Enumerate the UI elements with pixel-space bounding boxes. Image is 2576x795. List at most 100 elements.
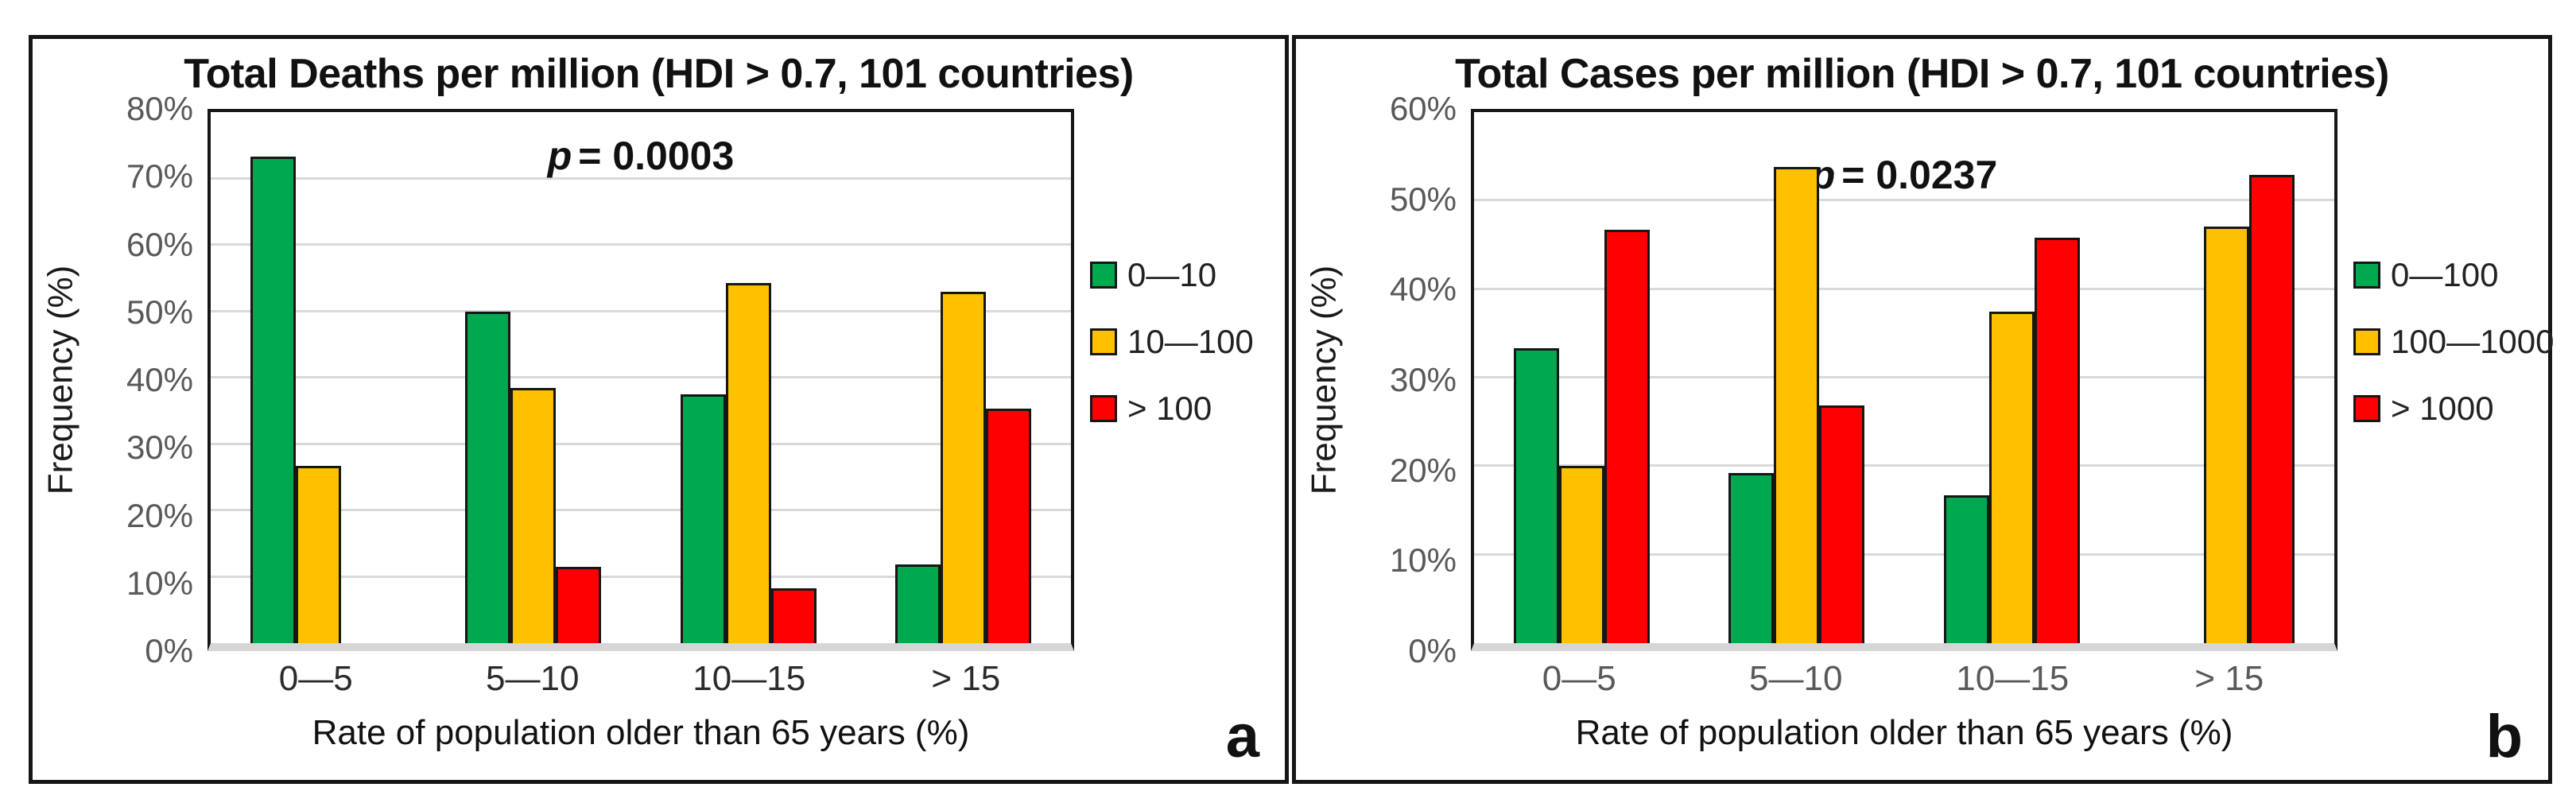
legend: 0—10 10—100 > 100	[1074, 71, 1285, 613]
gridline	[1474, 464, 2334, 467]
legend-swatch	[1090, 395, 1117, 422]
legend-swatch	[1090, 328, 1117, 355]
y-tick-label: 0%	[145, 632, 193, 669]
bar-group	[1474, 112, 1690, 643]
legend-item: 0—100	[2353, 256, 2548, 294]
legend-label: > 1000	[2391, 390, 2494, 427]
bar-slot	[250, 112, 296, 643]
bar	[1604, 230, 1650, 643]
bar-group	[856, 112, 1072, 643]
y-tick-label: 30%	[126, 429, 193, 467]
y-tick-label: 40%	[1389, 270, 1457, 308]
legend-label: 0—10	[1127, 256, 1217, 293]
bar-slot	[1513, 112, 1559, 643]
legend-item: 0—10	[1090, 256, 1285, 294]
bar	[1819, 405, 1865, 643]
bar	[725, 283, 771, 643]
panel-deaths: Total Deaths per million (HDI > 0.7, 101…	[29, 35, 1289, 784]
bar	[941, 292, 987, 643]
legend-item: 10—100	[1090, 323, 1285, 361]
bar	[510, 387, 557, 643]
legend: 0—100 100—1000 > 1000	[2337, 71, 2555, 613]
plot-area: p = 0.0237	[1471, 109, 2337, 651]
bar	[250, 156, 296, 643]
panel-letter: b	[2485, 703, 2523, 770]
panel-cases: Total Cases per million (HDI > 0.7, 101 …	[1292, 35, 2555, 784]
bar	[2204, 226, 2250, 643]
chart-title: Total Deaths per million (HDI > 0.7, 101…	[184, 51, 1134, 97]
legend-label: 100—1000	[2391, 323, 2555, 360]
bar-group	[2120, 112, 2335, 643]
gridline	[1474, 553, 2334, 556]
bar-slot	[725, 112, 771, 643]
bar-slot	[1728, 112, 1775, 643]
legend-item: > 100	[1090, 390, 1285, 428]
bar-slot	[1943, 112, 1989, 643]
bar-groups	[1474, 112, 2334, 643]
bar	[295, 466, 341, 643]
gridline	[211, 376, 1071, 378]
bar-slot	[2159, 112, 2204, 643]
y-tick-label: 50%	[1389, 180, 1457, 218]
bar-group	[1690, 112, 1905, 643]
bar	[680, 394, 726, 643]
legend-item: > 1000	[2353, 390, 2548, 428]
bar-slot	[941, 112, 987, 643]
y-tick-label: 40%	[126, 361, 193, 398]
x-tick-label: 0—5	[1542, 659, 1616, 698]
bar-slot	[680, 112, 726, 643]
gridline	[211, 509, 1071, 511]
bar-slot	[465, 112, 511, 643]
plot-area: p = 0.0003	[208, 109, 1074, 651]
y-axis-tick-labels: 0% 10% 20% 30% 40% 50% 60% 70% 80%	[88, 92, 208, 668]
bar	[986, 409, 1032, 643]
y-axis-tick-labels: 0% 10% 20% 30% 40% 50% 60%	[1352, 92, 1471, 668]
bar	[556, 566, 602, 643]
chart-title: Total Cases per million (HDI > 0.7, 101 …	[1455, 51, 2389, 97]
bar-slot	[1558, 112, 1604, 643]
y-tick-label: 20%	[126, 496, 193, 534]
x-axis-tick-labels: 0—5 5—10 10—15 > 15	[208, 651, 1074, 707]
legend-swatch	[1090, 262, 1117, 289]
legend-swatch	[2353, 262, 2380, 289]
gridline	[1474, 287, 2334, 290]
x-tick-label: 5—10	[1749, 659, 1843, 698]
bar	[1988, 311, 2035, 643]
x-tick-label: > 15	[931, 659, 1001, 698]
x-tick-label: 0—5	[278, 659, 353, 698]
bar-group	[641, 112, 856, 643]
bar-slot	[295, 112, 341, 643]
bar-slot	[770, 112, 817, 643]
gridline	[211, 309, 1071, 312]
bar-slot	[341, 112, 386, 643]
x-axis-title: Rate of population older than 65 years (…	[1575, 713, 2233, 752]
y-tick-label: 20%	[1389, 451, 1457, 489]
panel-letter: a	[1225, 703, 1259, 770]
bar-slot	[1988, 112, 2035, 643]
bar-group	[211, 112, 426, 643]
bar	[895, 564, 941, 643]
y-tick-label: 10%	[126, 564, 193, 602]
x-tick-label: 10—15	[1956, 659, 2070, 698]
legend-label: 10—100	[1127, 323, 1254, 360]
bar	[2249, 175, 2295, 643]
y-tick-label: 30%	[1389, 361, 1457, 398]
bar-slot	[986, 112, 1032, 643]
bar-slot	[1604, 112, 1650, 643]
y-tick-label: 60%	[1389, 90, 1457, 127]
y-axis-title: Frequency (%)	[1304, 265, 1344, 495]
y-tick-label: 50%	[126, 293, 193, 331]
bar	[1728, 473, 1775, 643]
gridline	[1474, 376, 2334, 378]
y-tick-label: 0%	[1408, 632, 1457, 669]
bar	[1558, 466, 1604, 643]
bar-slot	[1819, 112, 1865, 643]
legend-label: 0—100	[2391, 256, 2499, 293]
bar-slot	[2034, 112, 2080, 643]
legend-item: 100—1000	[2353, 323, 2555, 361]
p-value-text: = 0.0003	[578, 134, 735, 178]
legend-label: > 100	[1127, 390, 1212, 427]
y-tick-label: 70%	[126, 157, 193, 196]
y-tick-label: 10%	[1389, 541, 1457, 580]
